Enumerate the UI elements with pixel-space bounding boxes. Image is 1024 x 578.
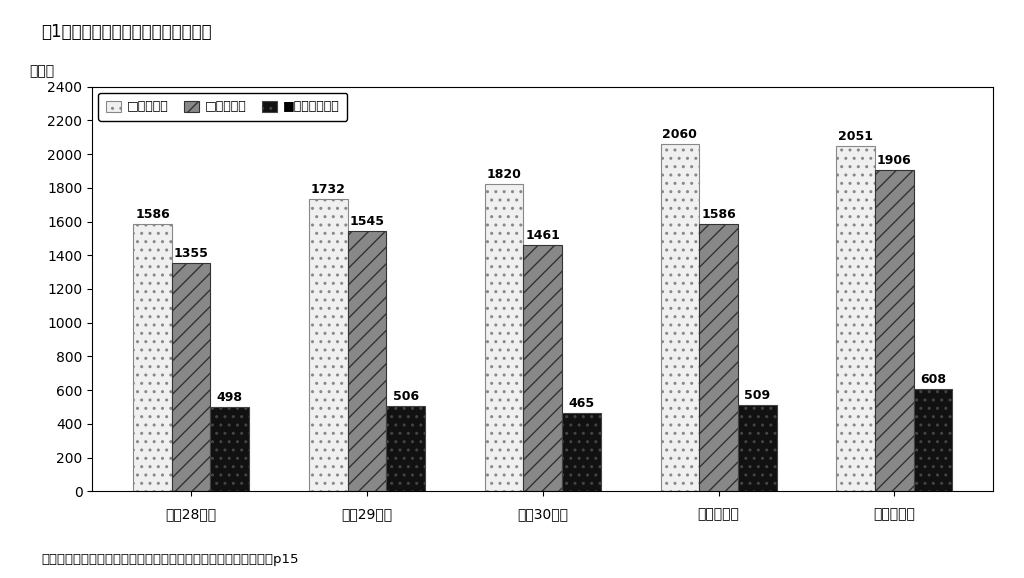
Text: 1461: 1461 — [525, 229, 560, 242]
Bar — [913, 389, 952, 491]
Bar — [386, 406, 425, 491]
Text: 2051: 2051 — [838, 129, 873, 143]
Text: 1820: 1820 — [486, 168, 521, 181]
Bar — [347, 231, 386, 491]
Text: 1906: 1906 — [877, 154, 911, 167]
Bar — [660, 144, 699, 491]
Text: 1732: 1732 — [311, 183, 346, 197]
Bar — [172, 263, 211, 491]
Text: 498: 498 — [217, 391, 243, 405]
Bar — [484, 184, 523, 491]
Text: （件）: （件） — [29, 65, 54, 79]
Bar — [523, 245, 562, 491]
Text: 1545: 1545 — [349, 215, 384, 228]
Legend: □請求件数, □決定件数, ■支給決定件数: □請求件数, □決定件数, ■支給決定件数 — [98, 93, 347, 121]
Text: 1586: 1586 — [135, 208, 170, 221]
Text: 1355: 1355 — [174, 247, 209, 260]
Text: 509: 509 — [744, 390, 770, 402]
Bar — [562, 413, 601, 491]
Bar — [699, 224, 738, 491]
Text: 465: 465 — [568, 397, 595, 410]
Bar — [874, 170, 913, 491]
Text: 2060: 2060 — [663, 128, 697, 141]
Text: 608: 608 — [920, 373, 946, 386]
Bar — [211, 407, 249, 491]
Bar — [133, 224, 172, 491]
Bar — [837, 146, 874, 491]
Text: 図1　精神障害の労災認定件数の推移: 図1 精神障害の労災認定件数の推移 — [41, 23, 212, 41]
Text: 506: 506 — [392, 390, 419, 403]
Bar — [738, 406, 776, 491]
Bar — [309, 199, 347, 491]
Text: 1586: 1586 — [701, 208, 736, 221]
Text: 出所：「令和２年度『過労死等の労災補償状況』」厚生労働省　p15: 出所：「令和２年度『過労死等の労災補償状況』」厚生労働省 p15 — [41, 554, 298, 566]
